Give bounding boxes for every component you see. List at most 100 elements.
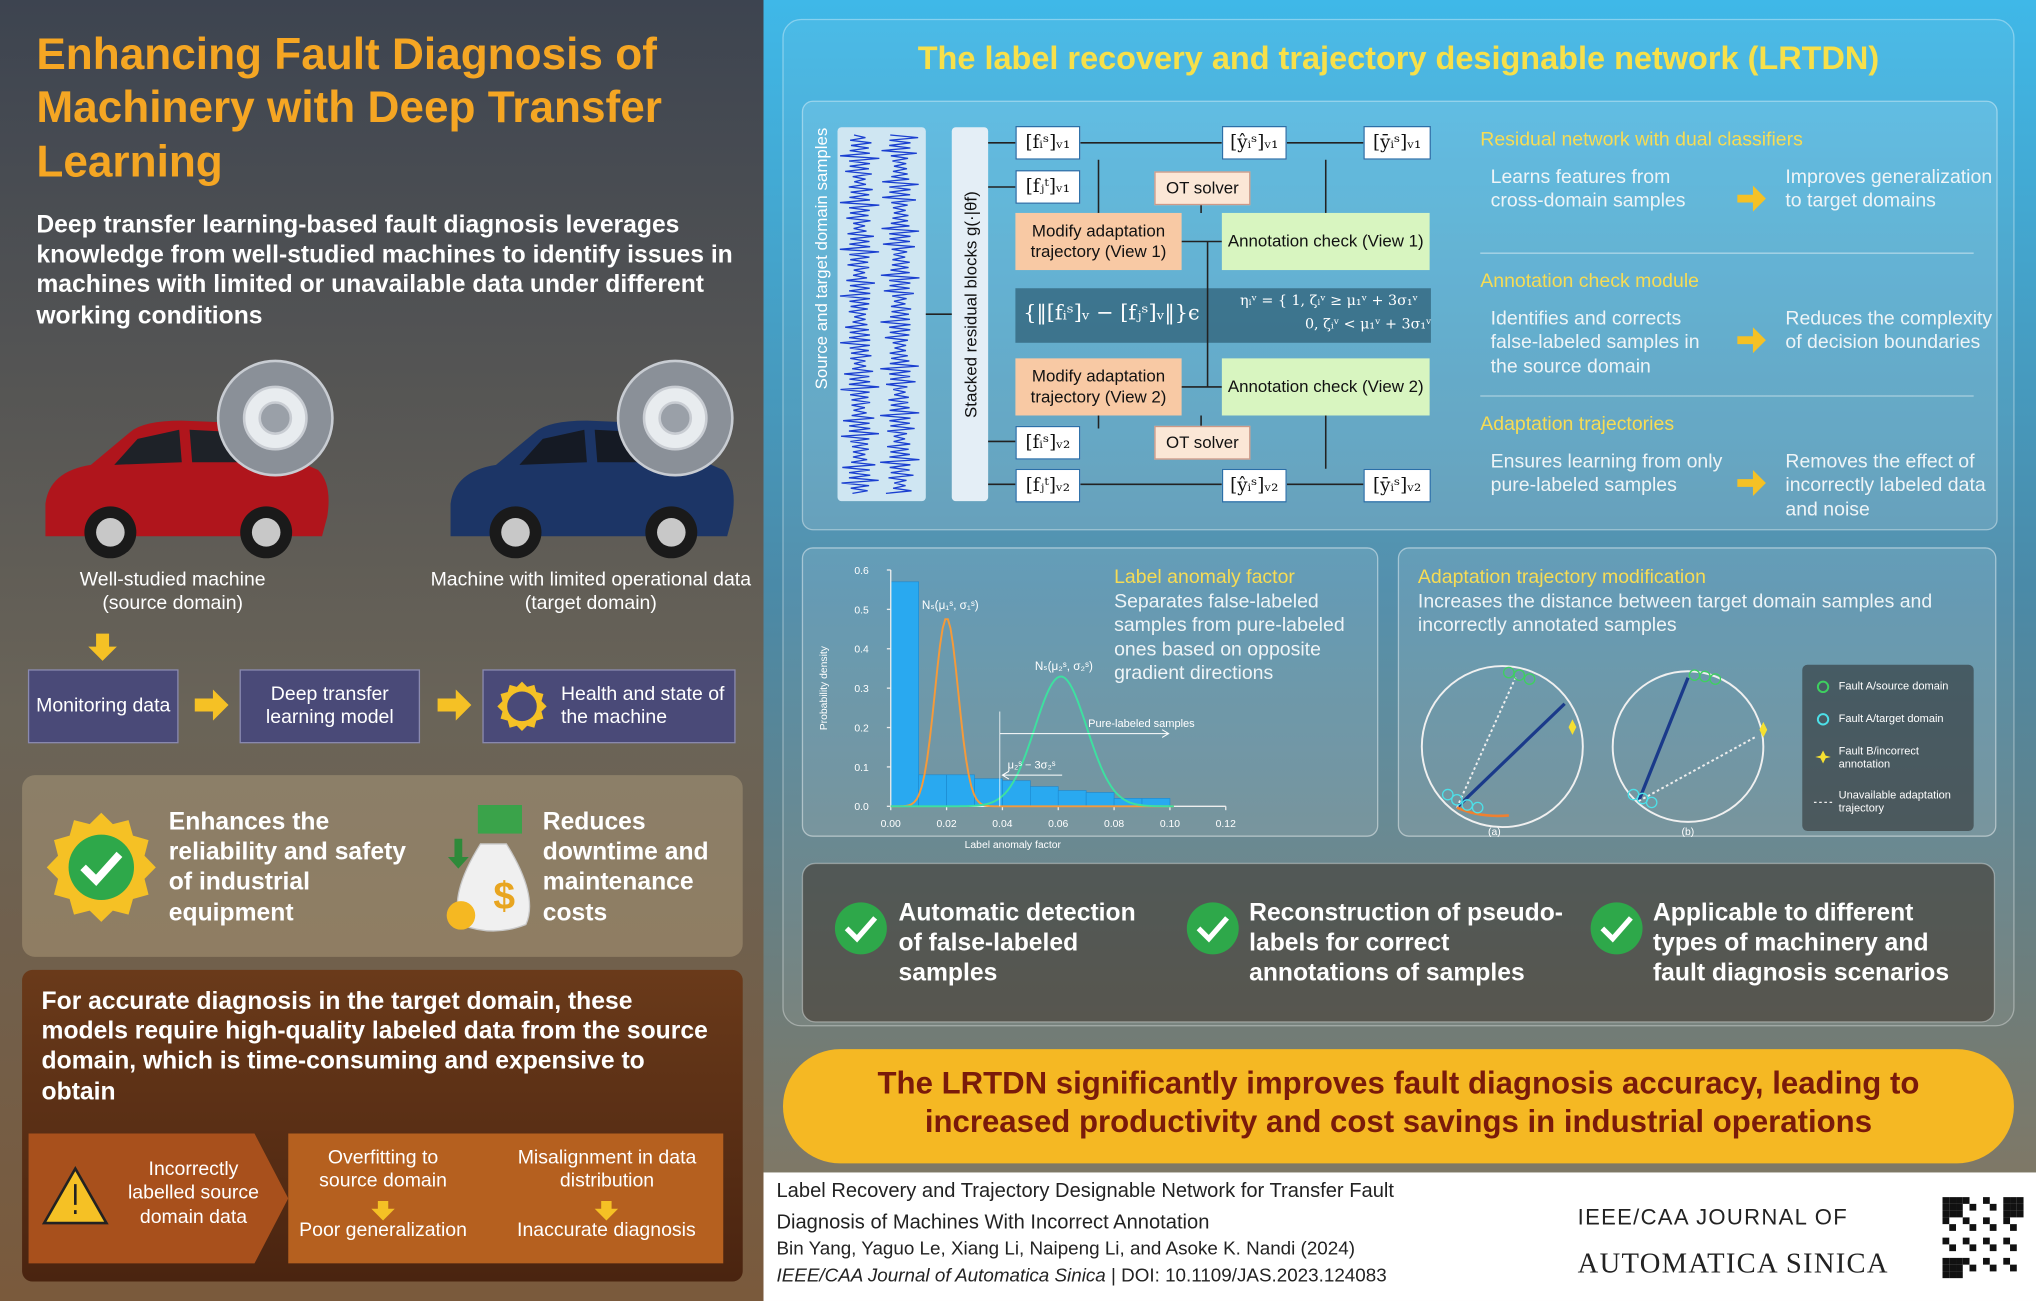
qr-cell — [1942, 1203, 1950, 1211]
qr-cell — [1949, 1197, 1957, 1204]
qr-cell — [1942, 1210, 1950, 1218]
x-tick-label: 0.10 — [1160, 819, 1180, 830]
legend-entry: Fault A/source domain — [1838, 679, 1949, 693]
qr-cell — [1956, 1257, 1963, 1265]
journal-line: IEEE/CAA Journal of Automatica Sinica | … — [776, 1266, 1386, 1289]
y-axis-label: Probability density — [819, 645, 830, 730]
qr-cell — [1962, 1237, 1970, 1245]
waveforms — [839, 134, 920, 495]
qr-cell — [1949, 1264, 1957, 1272]
benefit-panel — [22, 775, 743, 957]
gear-check — [80, 851, 123, 886]
intro: Deep transfer learning-based fault diagn… — [36, 211, 733, 330]
anomaly-text: Separates false-labeled samples from pur… — [1114, 590, 1345, 685]
conclusion-pill — [782, 1049, 2014, 1164]
panel-label: (a) — [1488, 825, 1501, 838]
qr-cell — [2016, 1197, 2024, 1204]
x-tick-label: 0.00 — [881, 819, 901, 830]
qr-cell — [2016, 1203, 2024, 1211]
trajectory-figure — [1420, 665, 1768, 829]
right-frame — [782, 18, 2015, 1027]
main-title: Enhancing Fault Diagnosis of Machinery w… — [36, 29, 662, 187]
qr-cell — [1969, 1224, 1977, 1231]
curve-label: Nₛ(μ₁ˢ, σ₁ˢ) — [922, 599, 979, 612]
qr-cell — [2003, 1203, 2011, 1211]
curve-label: Nₛ(μ₂ˢ, σ₂ˢ) — [1035, 660, 1093, 673]
gear-hub — [507, 691, 537, 722]
qr-cell — [2010, 1210, 2017, 1218]
check-box: Annotation check (View 2) — [1221, 358, 1430, 416]
module-does: Ensures learning from only pure-labeled … — [1490, 450, 1723, 497]
svg-text:$: $ — [493, 875, 515, 918]
trajectory-title: Adaptation trajectory modification — [1417, 566, 1706, 589]
effect-result: Inaccurate diagnosis — [517, 1219, 696, 1242]
qr-cell — [1983, 1197, 1990, 1204]
gear-hub — [68, 834, 135, 901]
check-icons — [834, 902, 1643, 955]
effect-strip — [288, 1133, 724, 1264]
legend-entry: Fault A/target domain — [1838, 711, 1944, 725]
ot-solver: OT solver — [1154, 425, 1251, 460]
module-result: Reduces the complexity of decision bound… — [1785, 307, 1993, 354]
benefit: Enhances the reliability and safety of i… — [168, 808, 407, 927]
histogram-bar — [1057, 790, 1087, 807]
annotation: μ₂ˢ − 3σ₂ˢ — [1008, 760, 1056, 772]
module-arrows — [1737, 185, 1766, 496]
check-box: Annotation check (View 1) — [1221, 212, 1430, 271]
gear-icons — [46, 681, 547, 922]
y-tick-label: 0.1 — [854, 763, 869, 774]
feature-label: [fⱼᵗ]ᵥ₁ — [1015, 170, 1081, 204]
qr-cell — [2010, 1244, 2017, 1252]
x-tick-label: 0.06 — [1048, 819, 1068, 830]
warning-mark — [74, 1184, 77, 1215]
qr-cell — [2010, 1224, 2017, 1231]
issue: Incorrectly labelled source domain data — [127, 1158, 259, 1228]
qr-cell — [1942, 1271, 1950, 1279]
qr-cell — [1942, 1264, 1950, 1272]
blocks-panel — [951, 127, 989, 502]
qr-cell — [1962, 1197, 1970, 1204]
qr-cell — [1956, 1210, 1963, 1218]
threshold-arrow — [1001, 770, 1063, 780]
waveform — [880, 134, 920, 495]
qr-cell — [1942, 1197, 1950, 1204]
y-tick-label: 0.5 — [854, 605, 869, 616]
qr-cell — [1969, 1264, 1977, 1272]
qr-cell — [2010, 1264, 2017, 1272]
legend-entry: Fault B/incorrect annotation — [1838, 743, 1919, 771]
qr-cell — [2010, 1203, 2017, 1211]
y-tick-label: 0.0 — [854, 802, 869, 813]
qr-cell — [1949, 1224, 1957, 1231]
network-title: The label recovery and trajectory design… — [917, 40, 1880, 77]
qr-cell — [2003, 1210, 2011, 1218]
module-name: Adaptation trajectories — [1480, 412, 1675, 435]
qr-cell — [1983, 1257, 1990, 1265]
panel-label: (b) — [1681, 825, 1695, 838]
formula-box — [1015, 288, 1431, 343]
samples-label: Source and target domain samples — [811, 127, 832, 390]
flow-text: Health and state of the machine — [560, 682, 725, 729]
modify-box: Modify adaptation trajectory (View 2) — [1015, 358, 1182, 416]
feature-label: [fⱼᵗ]ᵥ₂ — [1015, 468, 1081, 503]
paper-title: Label Recovery and Trajectory Designable… — [776, 1180, 1394, 1234]
annotation: Pure-labeled samples — [1088, 718, 1195, 730]
histogram-bar — [890, 581, 919, 807]
qr-cell — [1962, 1257, 1970, 1265]
qr-cell — [1989, 1244, 1997, 1252]
qr-cell — [1942, 1237, 1950, 1245]
x-tick-label: 0.12 — [1216, 819, 1236, 830]
feature-label: [fᵢˢ]ᵥ₁ — [1015, 125, 1081, 160]
module-result: Improves generalization to target domain… — [1785, 166, 1993, 213]
challenge: For accurate diagnosis in the target dom… — [41, 988, 708, 1106]
authors: Bin Yang, Yaguo Le, Xiang Li, Naipeng Li… — [776, 1238, 1355, 1260]
qr-cell — [1969, 1244, 1977, 1252]
x-tick-label: 0.04 — [992, 819, 1012, 830]
qr-cell — [1949, 1271, 1957, 1279]
module-name: Annotation check module — [1480, 270, 1699, 293]
qr-cell — [1983, 1237, 1990, 1245]
logo-top: IEEE/CAA JOURNAL OF — [1577, 1204, 1849, 1230]
qr-cell — [1949, 1203, 1957, 1211]
